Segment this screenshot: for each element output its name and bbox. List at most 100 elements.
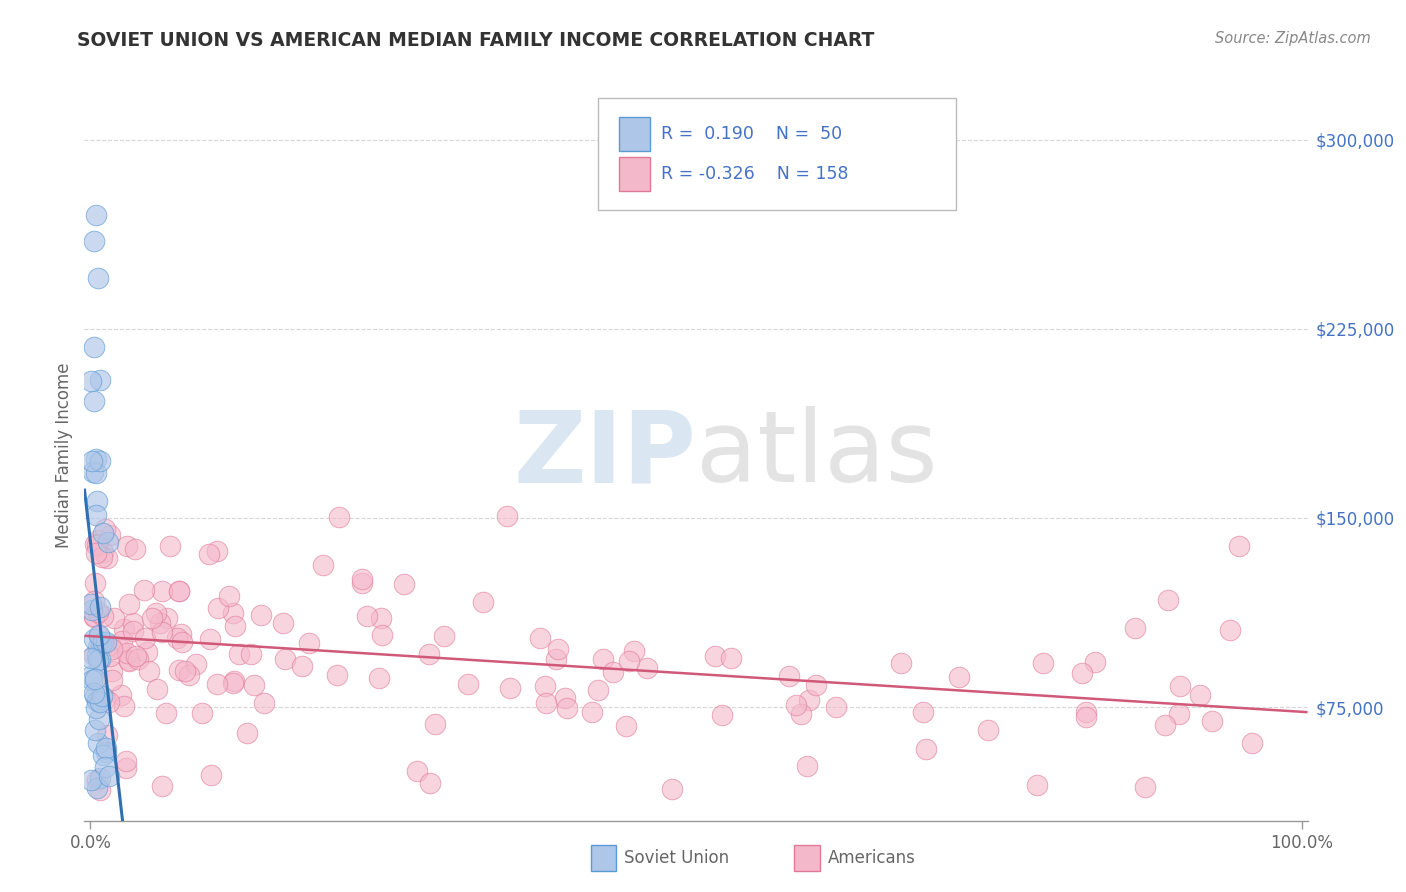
Point: [84, 508, 107, 522]
Point: [80, 772, 103, 787]
Point: [98, 648, 121, 663]
Point: [790, 706, 813, 721]
Point: [1084, 656, 1107, 670]
Point: [312, 558, 335, 572]
Text: Americans: Americans: [828, 849, 917, 867]
Point: [83, 537, 105, 551]
Point: [912, 706, 935, 720]
Point: [720, 651, 742, 665]
Point: [1026, 778, 1049, 792]
Point: [80, 454, 103, 468]
Point: [222, 673, 245, 688]
Point: [83, 648, 105, 663]
Point: [592, 651, 614, 665]
Point: [86, 780, 108, 795]
Point: [83, 234, 105, 248]
Point: [83, 632, 105, 647]
Point: [114, 754, 136, 768]
Point: [534, 696, 557, 710]
Point: [127, 651, 149, 665]
Point: [239, 647, 262, 661]
Point: [87, 533, 110, 547]
Point: [205, 677, 228, 691]
Point: [125, 649, 148, 664]
Point: [977, 723, 1000, 737]
Point: [890, 656, 912, 670]
Point: [80, 673, 103, 687]
Point: [91, 747, 114, 762]
Point: [1154, 717, 1177, 731]
Point: [350, 572, 373, 586]
Point: [94, 745, 117, 759]
Point: [114, 761, 136, 775]
Text: ZIP: ZIP: [513, 407, 696, 503]
Point: [101, 673, 124, 687]
Point: [557, 701, 579, 715]
Point: [425, 716, 447, 731]
Point: [661, 782, 683, 797]
Point: [80, 375, 103, 389]
Point: [291, 659, 314, 673]
Point: [83, 723, 105, 737]
Point: [84, 208, 107, 222]
Point: [159, 539, 181, 553]
Point: [87, 628, 110, 642]
Point: [145, 607, 167, 621]
Point: [236, 726, 259, 740]
Point: [103, 611, 125, 625]
Point: [80, 669, 103, 683]
Point: [710, 707, 733, 722]
Point: [122, 624, 145, 639]
Point: [224, 619, 246, 633]
Point: [134, 631, 156, 645]
Point: [96, 728, 118, 742]
Point: [96, 550, 118, 565]
Point: [554, 690, 576, 705]
Point: [86, 494, 108, 508]
Point: [1227, 539, 1250, 553]
Point: [90, 637, 112, 651]
Point: [328, 510, 350, 524]
Point: [117, 654, 139, 668]
Point: [98, 638, 121, 652]
Point: [200, 768, 222, 782]
Point: [118, 653, 141, 667]
Point: [98, 527, 121, 541]
Point: [91, 545, 114, 559]
Point: [112, 622, 135, 636]
Point: [89, 695, 111, 709]
Point: [80, 597, 103, 611]
Point: [86, 648, 108, 663]
Point: [1168, 707, 1191, 722]
Point: [406, 764, 429, 779]
Point: [1219, 623, 1241, 637]
Point: [86, 736, 108, 750]
Point: [581, 705, 603, 719]
Point: [149, 615, 172, 630]
Point: [457, 677, 479, 691]
Text: atlas: atlas: [696, 407, 938, 503]
Point: [155, 706, 177, 720]
Point: [167, 584, 190, 599]
Point: [704, 648, 727, 663]
Point: [91, 635, 114, 649]
Point: [86, 693, 108, 707]
Point: [356, 609, 378, 624]
Point: [89, 652, 111, 666]
Point: [177, 668, 200, 682]
Point: [472, 595, 495, 609]
Point: [250, 607, 273, 622]
Point: [623, 644, 645, 658]
Point: [172, 635, 194, 649]
Point: [1201, 714, 1223, 728]
Point: [274, 652, 297, 666]
Point: [326, 668, 349, 682]
Point: [89, 782, 111, 797]
Point: [84, 546, 107, 560]
Point: [150, 779, 173, 793]
Point: [419, 776, 441, 790]
Point: [89, 454, 111, 468]
Text: R =  0.190    N =  50: R = 0.190 N = 50: [661, 125, 842, 143]
Point: [110, 688, 132, 702]
Point: [170, 627, 193, 641]
